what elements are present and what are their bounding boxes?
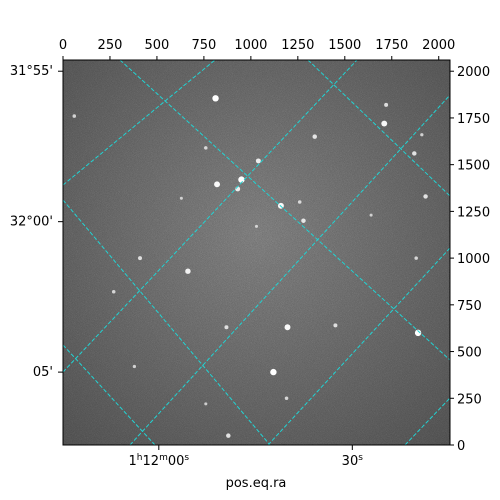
star-31 xyxy=(369,213,373,217)
right-tick-label-6: 1500 xyxy=(457,159,490,174)
grid-line-7 xyxy=(307,60,450,197)
right-tick-label-4: 1000 xyxy=(457,252,490,267)
star-30 xyxy=(204,402,208,406)
dec-tick-label-1: 32°00' xyxy=(10,215,53,230)
ra-tick-label-1: 30s xyxy=(342,453,364,469)
grid-line-8 xyxy=(63,344,156,445)
right-tick-label-2: 500 xyxy=(457,346,482,361)
star-7 xyxy=(284,324,291,331)
grid-line-2 xyxy=(129,94,450,445)
star-25 xyxy=(284,396,289,401)
right-tick-label-8: 2000 xyxy=(457,65,490,80)
star-8 xyxy=(185,268,191,274)
star-13 xyxy=(412,151,417,156)
x-axis-label: pos.eq.ra xyxy=(226,476,287,491)
star-16 xyxy=(224,325,229,330)
top-pixel-axis: 0 250 500 750 1000 1250 1500 1750 2000 xyxy=(59,38,455,60)
top-tick-label-7: 1750 xyxy=(375,38,408,53)
star-28 xyxy=(179,196,183,200)
star-24 xyxy=(297,200,302,204)
right-tick-label-3: 750 xyxy=(457,299,482,314)
grid-line-1 xyxy=(63,60,358,373)
star-22 xyxy=(111,289,116,294)
dec-tick-label-2: 05' xyxy=(33,365,53,380)
top-tick-label-5: 1250 xyxy=(281,38,314,53)
star-21 xyxy=(226,433,231,438)
star-26 xyxy=(132,364,137,369)
grid-line-3 xyxy=(267,247,450,445)
top-tick-label-8: 2000 xyxy=(422,38,455,53)
ra-tick-label-0: 1h12m00s xyxy=(129,453,190,469)
right-tick-label-5: 1250 xyxy=(457,205,490,220)
star-1 xyxy=(238,176,245,183)
right-tick-label-0: 0 xyxy=(457,439,465,454)
top-tick-label-0: 0 xyxy=(59,38,67,53)
dec-tick-label-0: 31°55' xyxy=(10,64,53,79)
sky-vignette xyxy=(63,60,450,445)
top-tick-label-3: 750 xyxy=(191,38,216,53)
star-17 xyxy=(333,323,338,328)
star-12 xyxy=(301,218,306,223)
coordinate-grid xyxy=(63,60,450,445)
top-tick-label-2: 500 xyxy=(145,38,170,53)
star-5 xyxy=(414,329,422,337)
star-15 xyxy=(138,256,143,261)
star-6 xyxy=(270,368,277,376)
top-tick-label-1: 250 xyxy=(98,38,123,53)
star-19 xyxy=(72,114,77,118)
star-0 xyxy=(212,95,219,102)
star-18 xyxy=(384,102,389,107)
left-dec-axis: 31°55' 32°00' 05' xyxy=(10,64,63,380)
star-23 xyxy=(204,146,208,150)
star-4 xyxy=(381,120,388,127)
star-2 xyxy=(214,181,221,188)
grid-line-5 xyxy=(63,199,271,445)
star-29 xyxy=(254,224,259,228)
right-tick-label-7: 1750 xyxy=(457,112,490,127)
grid-line-0 xyxy=(63,60,216,186)
top-tick-label-6: 1500 xyxy=(328,38,361,53)
bottom-ra-axis: 1h12m00s 30s xyxy=(129,445,364,469)
grid-line-6 xyxy=(119,60,450,361)
right-pixel-axis: 0 250 500 750 1000 1250 1500 1750 2000 xyxy=(450,65,490,454)
star-11 xyxy=(312,134,317,139)
star-14 xyxy=(423,194,428,199)
right-tick-label-1: 250 xyxy=(457,392,482,407)
top-tick-label-4: 1000 xyxy=(234,38,267,53)
axes-frame xyxy=(62,59,451,446)
star-27 xyxy=(420,133,424,137)
star-10 xyxy=(255,158,261,164)
image-panel xyxy=(63,60,450,445)
star-20 xyxy=(414,256,418,260)
grid-line-4 xyxy=(404,397,450,445)
